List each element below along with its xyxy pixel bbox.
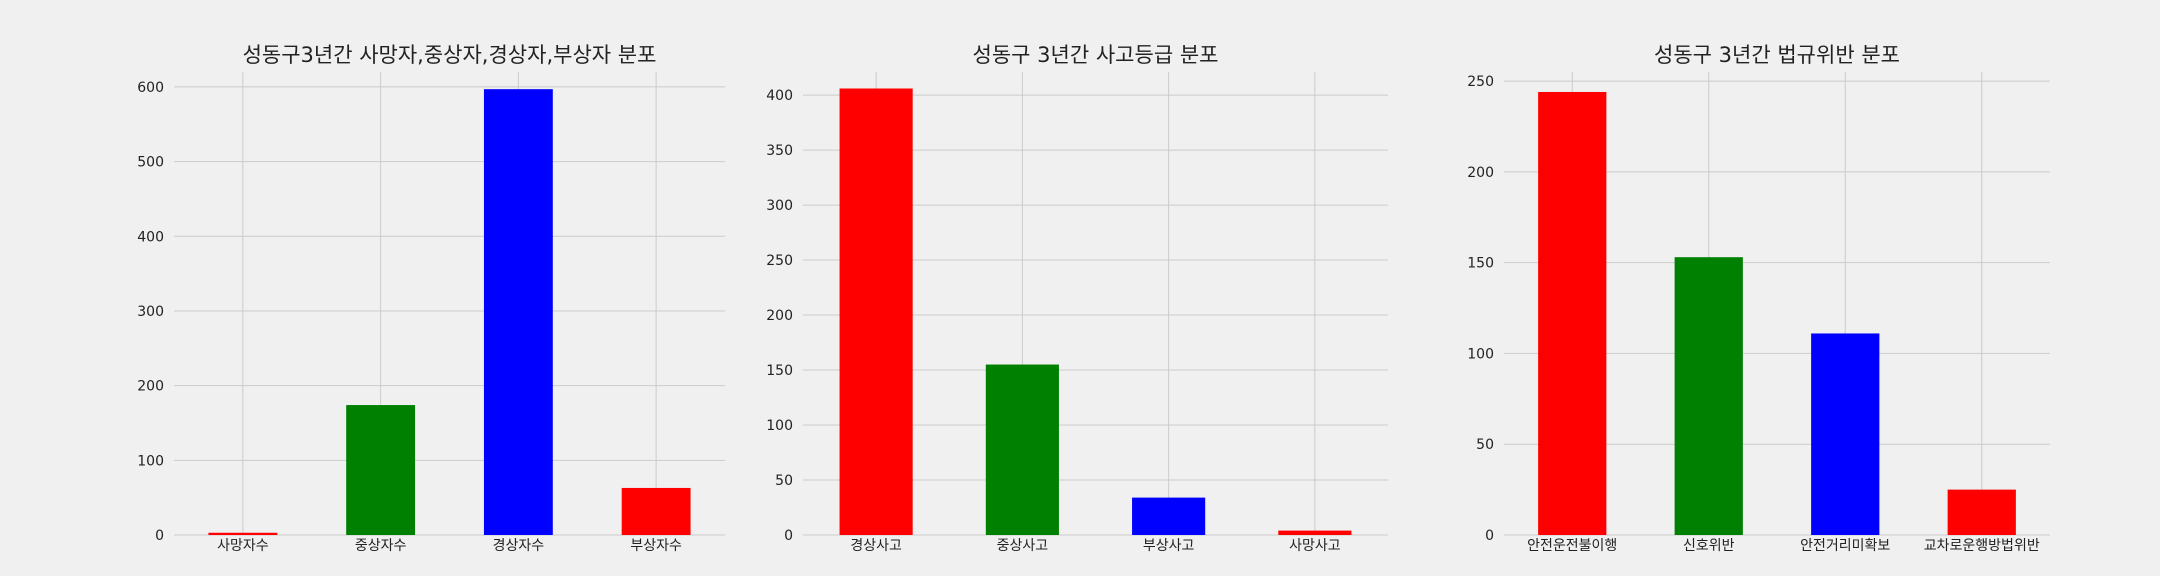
x-tick-label: 중상사고: [997, 538, 1049, 554]
x-tick-label: 경상자수: [493, 538, 545, 554]
y-tick-label: 50: [1476, 437, 1494, 453]
x-tick-label: 사망사고: [1289, 538, 1341, 554]
y-tick-label: 300: [137, 304, 164, 320]
y-tick-label: 0: [155, 528, 164, 544]
chart-1: 0 100 200 300 400 500 600 사망자수 중상자수 경상자수 부상자수 성동구3년…: [137, 43, 725, 554]
chart-2: 0 50 100 150 200 250 300 350 400 경상사고 중상사고 부상사고 사망사고…: [766, 43, 1388, 554]
x-tick-label: 교차로운행방법위반: [1924, 538, 2040, 554]
y-tick-label: 150: [1467, 256, 1494, 272]
y-tick-label: 100: [1467, 346, 1494, 362]
y-tick-label: 200: [1467, 165, 1494, 181]
x-tick-label: 사망자수: [217, 538, 269, 554]
y-tick-label: 200: [137, 379, 164, 395]
y-tick-label: 500: [137, 155, 164, 171]
x-tick-label: 부상사고: [1143, 538, 1195, 554]
y-tick-label: 250: [766, 253, 793, 269]
y-tick-label: 350: [766, 143, 793, 159]
bar-2: [1674, 257, 1743, 535]
y-tick-label: 300: [766, 198, 793, 214]
y-tick-label: 150: [766, 363, 793, 379]
y-tick-label: 600: [137, 80, 164, 96]
bar-2: [346, 405, 416, 535]
y-tick-label: 100: [137, 453, 164, 469]
x-tick-label: 안전운전불이행: [1527, 538, 1617, 554]
x-tick-label: 중상자수: [355, 538, 407, 554]
bar-4: [621, 487, 691, 535]
bar-3: [1811, 333, 1880, 535]
chart-3: 0 50 100 150 200 250 안전운전불이행 신호위반 안전거리미확보 교차로운행방법…: [1467, 43, 2050, 554]
x-tick-label: 신호위반: [1683, 538, 1735, 554]
x-tick-label: 안전거리미확보: [1800, 538, 1890, 554]
chart-title: 성동구 3년간 사고등급 분포: [973, 43, 1219, 67]
bar-1: [1538, 91, 1607, 536]
y-tick-label: 50: [775, 473, 793, 489]
bar-3: [483, 89, 553, 535]
bar-1: [208, 532, 278, 535]
bar-4: [1947, 489, 2016, 535]
bar-4: [1278, 530, 1352, 535]
bar-1: [839, 88, 913, 536]
y-tick-label: 250: [1467, 74, 1494, 90]
y-tick-label: 100: [766, 418, 793, 434]
x-tick-label: 부상자수: [630, 538, 682, 554]
y-tick-label: 0: [1485, 528, 1494, 544]
y-tick-label: 0: [784, 528, 793, 544]
bar-3: [1132, 497, 1206, 535]
y-tick-label: 400: [766, 88, 793, 104]
y-tick-label: 200: [766, 308, 793, 324]
y-tick-label: 400: [137, 229, 164, 245]
chart-title: 성동구3년간 사망자,중상자,경상자,부상자 분포: [243, 43, 657, 67]
bar-2: [985, 364, 1059, 535]
x-tick-label: 경상사고: [850, 538, 902, 554]
chart-title: 성동구 3년간 법규위반 분포: [1654, 43, 1900, 67]
